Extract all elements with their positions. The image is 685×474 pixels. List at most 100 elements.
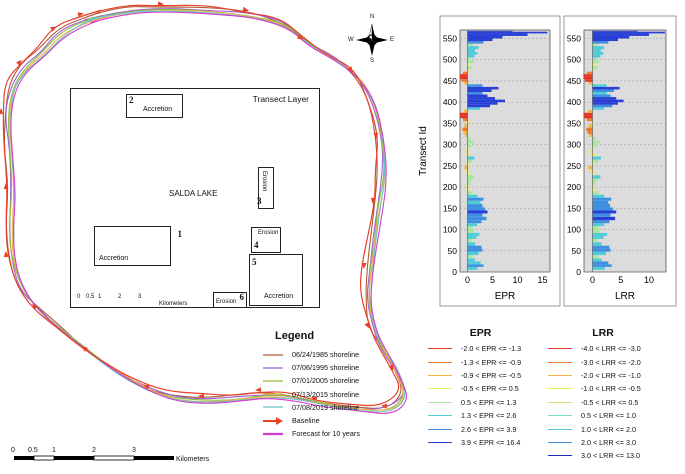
legend-item-label: 07/08/2019 shoreline xyxy=(292,402,360,412)
chart-bar xyxy=(467,197,484,201)
legend-item-label: 06/24/1985 shoreline xyxy=(292,350,360,360)
chart-bar xyxy=(460,76,468,80)
epr-class-label: 0.5 < EPR <= 1.3 xyxy=(461,397,517,407)
baseline-arrow xyxy=(347,66,353,73)
legend-line-icon xyxy=(262,376,284,386)
lrr-class-swatch xyxy=(548,441,572,443)
chart-bar xyxy=(467,69,469,72)
chart-ytick-label: 300 xyxy=(443,140,457,150)
chart-bar xyxy=(467,41,484,44)
chart-ytick-label: 100 xyxy=(443,225,457,235)
west-label: W xyxy=(348,37,354,43)
chart-ytick-label: 400 xyxy=(567,97,581,107)
baseline-arrow xyxy=(361,262,367,269)
chart-bar xyxy=(467,210,488,214)
chart-bar xyxy=(467,175,474,179)
transect-inset: Transect Layer SALDA LAKE 2 Accretion 1 … xyxy=(70,88,320,308)
lrr-class-label: 1.0 < LRR <= 2.0 xyxy=(581,424,636,434)
chart-ytick-label: 300 xyxy=(567,140,581,150)
chart-bar xyxy=(467,200,481,205)
chart-bar xyxy=(463,71,468,75)
chart-bar xyxy=(463,131,468,135)
main-scale-tick-1: 1 xyxy=(52,447,56,454)
chart-bar xyxy=(467,220,482,224)
chart-bar xyxy=(467,57,471,61)
lrr-class-label: -3.0 < LRR <= -2.0 xyxy=(581,357,641,367)
chart-bar xyxy=(467,207,485,211)
chart-ylabel: Transect Id xyxy=(418,126,429,176)
chart-bar xyxy=(592,30,638,32)
chart-ytick-label: 350 xyxy=(567,118,581,128)
lrr-class-item: -4.0 < LRR <= -3.0 xyxy=(548,342,658,355)
main-scale-tick-0: 0 xyxy=(11,447,15,454)
chart-bar xyxy=(467,261,481,265)
chart-ytick-label: 250 xyxy=(443,161,457,171)
lrr-class-label: -1.0 < LRR <= -0.5 xyxy=(581,384,641,394)
chart-bar xyxy=(592,197,612,201)
chart-xtick-label: 0 xyxy=(590,275,595,285)
shoreline-forecast xyxy=(10,11,407,414)
epr-class-item: 3.9 < EPR <= 16.4 xyxy=(428,436,533,449)
chart-ytick-label: 400 xyxy=(443,97,457,107)
baseline-arrow xyxy=(3,183,9,190)
lrr-class-legend: LRR -4.0 < LRR <= -3.0 -3.0 < LRR <= -2.0… xyxy=(548,327,658,463)
main-scale-unit: Kilometers xyxy=(176,456,210,463)
chart-bar xyxy=(588,81,593,85)
chart-ytick-label: 200 xyxy=(567,182,581,192)
chart-bar xyxy=(467,104,490,108)
chart-bar xyxy=(592,97,617,100)
box-2: 2 Accretion xyxy=(126,94,183,118)
chart-xtick-label: 15 xyxy=(537,275,547,285)
chart-bar xyxy=(467,181,471,185)
chart-bar xyxy=(583,74,593,77)
legend-line-icon xyxy=(262,429,284,439)
chart-bar xyxy=(592,143,598,147)
epr-class-item: -1.3 < EPR <= -0.9 xyxy=(428,355,533,368)
lrr-class-item: -3.0 < LRR <= -2.0 xyxy=(548,355,658,368)
chart-bar xyxy=(467,178,472,182)
legend-item: 07/08/2019 shoreline xyxy=(262,401,410,414)
chart-bar xyxy=(592,86,620,90)
box-5: 5 Accretion xyxy=(249,254,303,306)
lrr-class-swatch xyxy=(548,388,572,390)
chart-bar xyxy=(467,194,478,198)
epr-class-swatch xyxy=(428,388,452,390)
legend-line-icon xyxy=(262,363,284,373)
epr-class-label: 2.6 < EPR <= 3.9 xyxy=(461,424,517,434)
baseline-arrow xyxy=(381,403,388,409)
chart-bar xyxy=(592,99,624,103)
chart-bar xyxy=(592,35,630,39)
chart-bar xyxy=(467,52,478,55)
chart-xtick-label: 10 xyxy=(512,275,522,285)
chart-bar xyxy=(592,57,596,61)
lrr-class-item: -2.0 < LRR <= -1.0 xyxy=(548,369,658,382)
lrr-class-swatch xyxy=(548,374,572,376)
north-label: N xyxy=(370,14,375,20)
chart-bar xyxy=(467,242,475,246)
lrr-class-label: 2.0 < LRR <= 3.0 xyxy=(581,437,636,447)
baseline-arrow xyxy=(77,12,84,18)
chart-bar xyxy=(592,63,596,67)
chart-bar xyxy=(586,127,593,132)
chart-ytick-label: 0 xyxy=(576,267,581,277)
chart-bar xyxy=(467,213,483,217)
chart-bar xyxy=(592,162,595,166)
chart-bar xyxy=(592,107,604,110)
legend-title: Legend xyxy=(275,330,315,342)
compass-icon xyxy=(356,23,388,56)
lrr-class-swatch xyxy=(548,361,572,363)
chart-bar xyxy=(465,169,468,173)
chart-bar xyxy=(467,33,528,36)
chart-bar xyxy=(467,238,472,243)
lake-name: SALDA LAKE xyxy=(169,189,218,198)
epr-class-swatch xyxy=(428,401,452,403)
chart-bar xyxy=(592,146,594,150)
chart-bar xyxy=(467,84,483,87)
chart-bar xyxy=(586,71,593,75)
chart-bar xyxy=(592,49,601,53)
chart-bar xyxy=(592,255,599,259)
chart-bar xyxy=(464,81,468,85)
inset-scale-tick-3: 3 xyxy=(138,294,142,300)
legend-line-icon xyxy=(262,402,284,412)
epr-class-label: 1.3 < EPR <= 2.6 xyxy=(461,411,517,421)
